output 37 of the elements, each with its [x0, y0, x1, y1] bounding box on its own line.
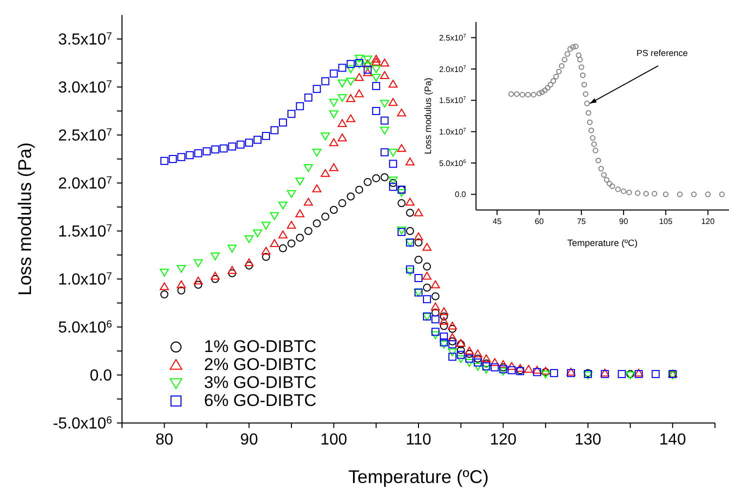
y-tick-label: 0.0	[454, 190, 467, 200]
x-tick-label: 105	[659, 217, 673, 226]
x-tick-label: 110	[406, 431, 432, 448]
y-tick-label: 2.0x10$^{7}$	[58, 175, 112, 193]
y-tick-label: 1.5x10$^{7}$	[58, 223, 112, 241]
y-tick-label: 1.0x10$^{7}$	[439, 127, 466, 136]
x-tick-label: 90	[240, 431, 258, 448]
y-tick-label: 5.0x10$^{6}$	[439, 158, 466, 168]
x-tick-label: 140	[659, 431, 686, 448]
y-axis-title: Loss modulus (Pa)	[423, 78, 433, 154]
y-tick-label: 3.0x10$^{7}$	[58, 79, 112, 97]
legend-label: 6% GO-DIBTC	[204, 391, 316, 411]
y-tick-label: 3.5x10$^{7}$	[58, 31, 112, 49]
y-axis-title: Loss modulus (Pa)	[14, 142, 34, 296]
x-tick-label: 80	[155, 431, 174, 448]
x-tick-label: 120	[490, 431, 517, 448]
y-tick-label: -5.0x10$^{6}$	[52, 415, 112, 433]
y-tick-label: 0.0	[90, 368, 112, 385]
y-tick-label: 2.5x10$^{7}$	[439, 33, 466, 42]
x-tick-label: 75	[576, 217, 586, 226]
y-tick-label: 2.0x10$^{7}$	[439, 64, 466, 74]
legend-label: 2% GO-DIBTC	[204, 355, 316, 375]
x-tick-label: 120	[701, 217, 716, 226]
x-axis-title: Temperature (ºC)	[348, 466, 489, 487]
y-tick-label: 1.5x10$^{7}$	[439, 96, 466, 106]
legend-label: 1% GO-DIBTC	[204, 337, 316, 357]
y-tick-label: 5.0x10$^{6}$	[58, 319, 112, 337]
x-axis-title: Temperature (ºC)	[567, 238, 638, 248]
x-tick-label: 130	[574, 431, 602, 448]
x-tick-label: 90	[619, 217, 629, 226]
x-tick-label: 45	[492, 217, 502, 226]
x-tick-label: 60	[534, 217, 544, 226]
x-tick-label: 100	[320, 431, 348, 448]
legend-label: 3% GO-DIBTC	[204, 373, 316, 393]
y-tick-label: 1.0x10$^{7}$	[58, 271, 112, 289]
annotation: PS reference	[636, 48, 688, 58]
y-tick-label: 2.5x10$^{7}$	[58, 127, 112, 145]
